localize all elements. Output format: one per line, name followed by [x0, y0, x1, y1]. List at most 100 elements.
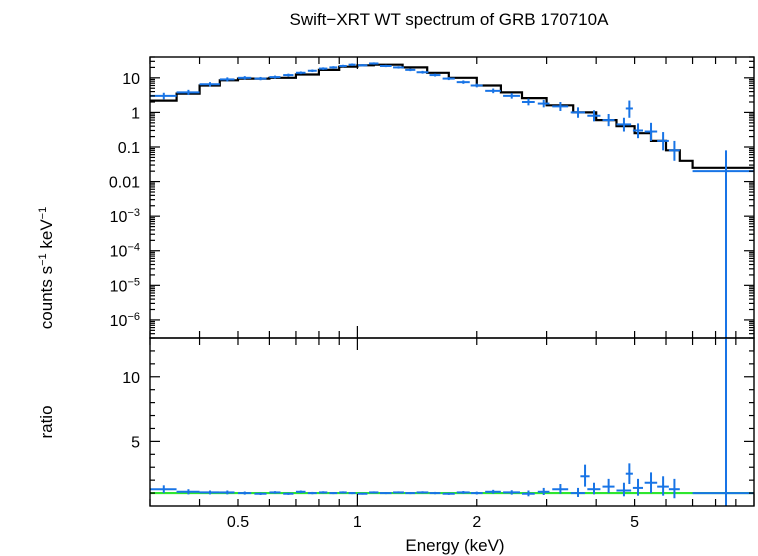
data-point — [485, 88, 501, 94]
y-tick-label-spectrum: 10−6 — [110, 311, 140, 330]
data-point — [339, 64, 347, 68]
data-point — [602, 113, 615, 127]
ratio-point — [657, 476, 669, 496]
y-tick-label-spectrum: 1 — [131, 105, 140, 122]
ratio-point — [552, 484, 569, 494]
data-point — [307, 69, 317, 73]
y-tick-label-ratio: 5 — [131, 434, 140, 451]
data-point — [254, 76, 267, 81]
ratio-point — [237, 491, 252, 495]
ratio-point — [369, 491, 379, 494]
data-point — [668, 140, 680, 161]
ratio-point — [580, 464, 590, 487]
model-step-line — [150, 63, 754, 169]
x-tick-label: 2 — [472, 514, 481, 531]
data-point — [379, 64, 392, 68]
ratio-point — [442, 492, 455, 495]
y-tick-label-ratio: 10 — [122, 370, 140, 387]
y-axis-label-ratio: ratio — [37, 405, 56, 438]
ratio-point — [318, 491, 328, 494]
data-point — [442, 77, 455, 81]
ratio-point — [456, 491, 470, 494]
ratio-point — [521, 490, 535, 497]
data-point — [429, 73, 441, 77]
ratio-point — [587, 482, 601, 495]
data-point — [503, 93, 520, 99]
ratio-point — [254, 492, 267, 496]
x-axis: 0.5 1 2 5 — [149, 57, 755, 531]
ratio-point — [283, 492, 294, 495]
ratio-point — [692, 338, 754, 506]
ratio-point — [199, 490, 220, 495]
ratio-point — [269, 491, 281, 494]
y-axis-label-spectrum: counts s−1 keV−1 — [37, 207, 56, 329]
data-point — [570, 107, 586, 118]
ratio-point — [485, 489, 501, 494]
ratio-point — [602, 478, 615, 494]
data-point — [470, 83, 483, 88]
data-point — [552, 101, 569, 111]
data-point — [269, 75, 281, 79]
ratio-point — [176, 489, 200, 495]
ratio-point — [429, 491, 441, 495]
y-tick-label-spectrum: 10−3 — [110, 207, 140, 226]
y-tick-label-spectrum: 0.1 — [118, 140, 140, 157]
y-tick-label-spectrum: 0.01 — [109, 175, 140, 192]
ratio-point — [339, 491, 347, 494]
data-point — [632, 123, 644, 139]
data-point — [416, 70, 429, 74]
data-point — [456, 80, 470, 84]
y-tick-label-spectrum: 10 — [122, 71, 140, 88]
ratio-point — [644, 472, 658, 494]
ratio-panel: 5 10 — [122, 337, 755, 507]
data-point — [348, 63, 356, 66]
ratio-point — [219, 490, 235, 495]
ratio-point — [348, 492, 356, 495]
ratio-point — [616, 482, 632, 497]
ratio-point — [537, 487, 550, 496]
data-point — [357, 64, 368, 67]
data-point — [219, 77, 235, 82]
ratio-point — [405, 492, 416, 495]
x-tick-label: 5 — [630, 514, 639, 531]
ratio-point — [470, 491, 483, 495]
ratio-point — [503, 490, 520, 495]
ratio-frame — [149, 337, 755, 507]
ratio-point — [668, 478, 680, 499]
spectrum-frame — [149, 56, 755, 339]
y-tick-label-spectrum: 10−4 — [110, 242, 140, 261]
x-axis-label: Energy (keV) — [405, 536, 504, 555]
y-tick-label-spectrum: 10−5 — [110, 276, 140, 295]
chart-title: Swift−XRT WT spectrum of GRB 170710A — [290, 10, 610, 29]
ratio-point — [625, 463, 633, 485]
data-point — [199, 82, 220, 87]
data-point — [657, 132, 669, 151]
data-point — [587, 110, 601, 122]
data-point — [318, 67, 328, 70]
data-point — [644, 122, 658, 141]
x-tick-label: 0.5 — [227, 514, 249, 531]
ratio-point — [295, 490, 306, 494]
ratio-point — [307, 491, 317, 495]
ratio-point — [357, 492, 368, 495]
x-tick-label: 1 — [353, 514, 362, 531]
data-point — [295, 71, 306, 75]
data-point — [283, 73, 294, 77]
data-point — [616, 117, 632, 132]
ratio-point — [379, 492, 392, 495]
data-point — [521, 98, 535, 106]
ratio-point — [150, 485, 177, 494]
data-point — [176, 89, 200, 95]
data-point — [329, 66, 338, 69]
data-point — [625, 100, 633, 118]
data-point — [237, 76, 252, 80]
data-point — [393, 66, 404, 69]
ratio-point — [393, 491, 404, 494]
data-point — [405, 68, 416, 72]
spectrum-panel: 10 1 0.1 0.01 10−3 10−4 10−5 10−6 — [109, 56, 755, 339]
ratio-point — [329, 492, 338, 495]
data-point — [369, 62, 379, 65]
data-point — [537, 99, 550, 108]
ratio-point — [632, 478, 644, 496]
